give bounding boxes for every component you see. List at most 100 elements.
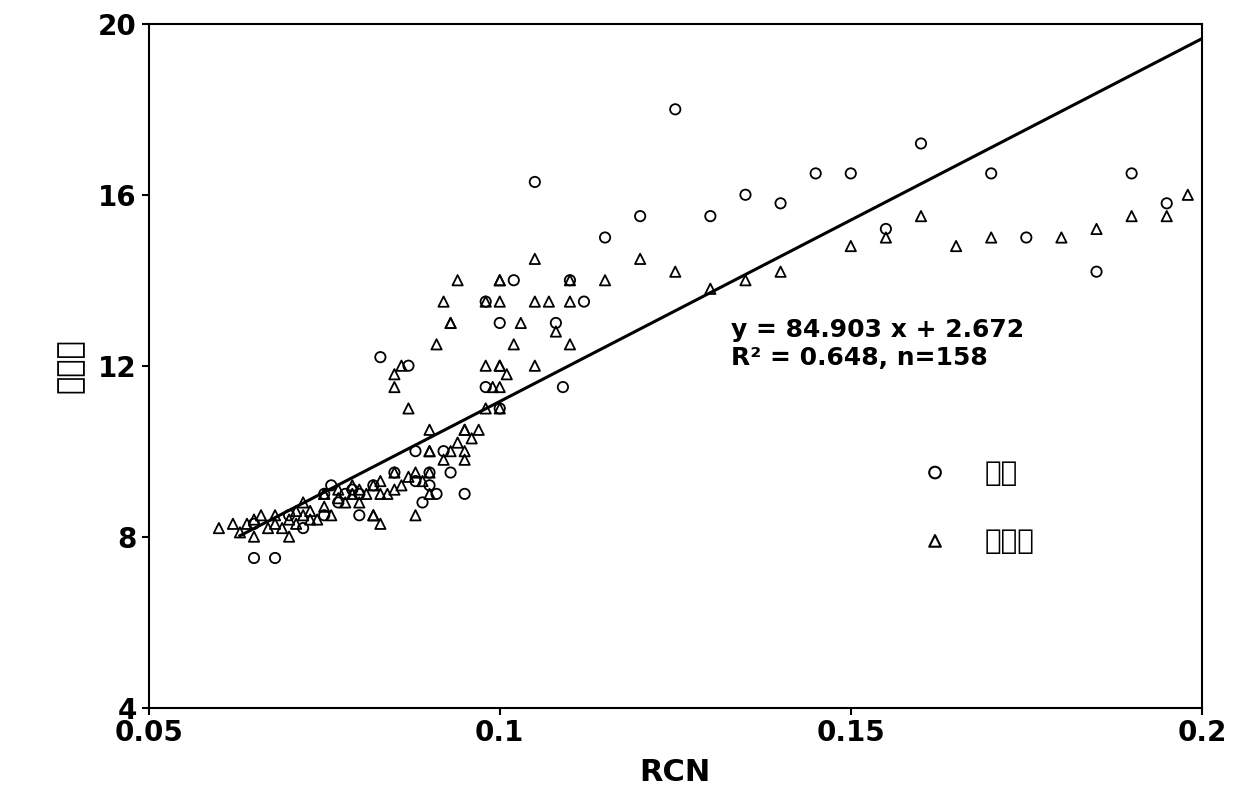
Point xyxy=(504,273,524,286)
Point xyxy=(560,295,580,308)
Point xyxy=(546,316,566,329)
Point xyxy=(252,509,271,522)
Point xyxy=(315,487,335,500)
Point xyxy=(237,518,256,530)
Point xyxy=(489,316,509,329)
Point xyxy=(1157,210,1177,223)
Point xyxy=(384,381,404,394)
Point xyxy=(420,466,440,479)
Point xyxy=(336,487,356,500)
Point xyxy=(300,505,320,518)
Point xyxy=(504,338,524,351)
Point xyxy=(489,359,509,372)
Point xyxy=(1016,231,1036,244)
Text: 冬小麦: 冬小麦 xyxy=(984,527,1035,555)
Point xyxy=(426,487,446,500)
Point xyxy=(328,492,348,505)
Point xyxy=(489,359,509,372)
Point xyxy=(525,295,545,308)
Point xyxy=(911,138,930,150)
Point xyxy=(399,402,419,415)
Point xyxy=(370,487,390,500)
Point xyxy=(244,552,264,564)
Point xyxy=(357,487,377,500)
Point xyxy=(244,530,264,543)
Point xyxy=(349,487,369,500)
Point xyxy=(876,231,896,244)
Point xyxy=(441,445,461,458)
Point xyxy=(981,231,1001,244)
Point xyxy=(392,479,411,491)
Point xyxy=(294,509,313,522)
Point xyxy=(497,368,517,381)
Point xyxy=(321,479,341,491)
Point xyxy=(489,273,509,286)
Point xyxy=(328,496,348,509)
Point xyxy=(476,295,496,308)
Point xyxy=(279,509,299,522)
Point xyxy=(405,445,425,458)
Point xyxy=(315,500,335,513)
Point xyxy=(384,466,404,479)
Point xyxy=(631,210,650,223)
Point xyxy=(805,167,825,180)
Point xyxy=(399,471,419,483)
Point xyxy=(736,188,756,201)
Point xyxy=(447,436,467,449)
Point xyxy=(328,483,348,496)
Point xyxy=(539,295,559,308)
Point xyxy=(876,223,896,235)
Point xyxy=(468,424,488,436)
Point xyxy=(223,518,243,530)
Point xyxy=(1121,167,1141,180)
Point xyxy=(841,239,861,252)
Point xyxy=(286,505,306,518)
Point xyxy=(279,514,299,526)
Point xyxy=(434,295,453,308)
Point xyxy=(321,509,341,522)
Point xyxy=(336,496,356,509)
Point xyxy=(1178,188,1198,201)
Point xyxy=(441,316,461,329)
Point xyxy=(736,273,756,286)
Point xyxy=(244,514,264,526)
Point xyxy=(420,487,440,500)
Point xyxy=(349,496,369,509)
Point xyxy=(981,167,1001,180)
Point xyxy=(342,483,362,496)
Point xyxy=(378,487,398,500)
Point xyxy=(342,487,362,500)
Point xyxy=(363,509,383,522)
Point xyxy=(315,509,335,522)
Point xyxy=(665,103,685,116)
Point xyxy=(413,475,432,487)
Point xyxy=(363,479,383,491)
Point xyxy=(1087,266,1106,278)
Point xyxy=(244,518,264,530)
Point xyxy=(455,424,475,436)
Point xyxy=(489,273,509,286)
Point xyxy=(489,402,509,415)
Point xyxy=(771,266,790,278)
Point xyxy=(230,526,250,539)
Point xyxy=(911,210,930,223)
Point xyxy=(286,518,306,530)
Point xyxy=(363,509,383,522)
Point xyxy=(273,522,292,534)
Point xyxy=(1052,231,1072,244)
Point xyxy=(349,483,369,496)
Point xyxy=(434,453,453,466)
Point xyxy=(665,266,685,278)
Point xyxy=(265,509,285,522)
Point xyxy=(279,530,299,543)
Point xyxy=(560,273,580,286)
Point xyxy=(209,522,229,534)
Point xyxy=(476,402,496,415)
Point xyxy=(947,239,966,252)
Point xyxy=(476,359,496,372)
Point xyxy=(258,522,278,534)
Point xyxy=(392,359,411,372)
Point xyxy=(405,509,425,522)
X-axis label: RCN: RCN xyxy=(639,758,711,788)
Point xyxy=(370,351,390,363)
